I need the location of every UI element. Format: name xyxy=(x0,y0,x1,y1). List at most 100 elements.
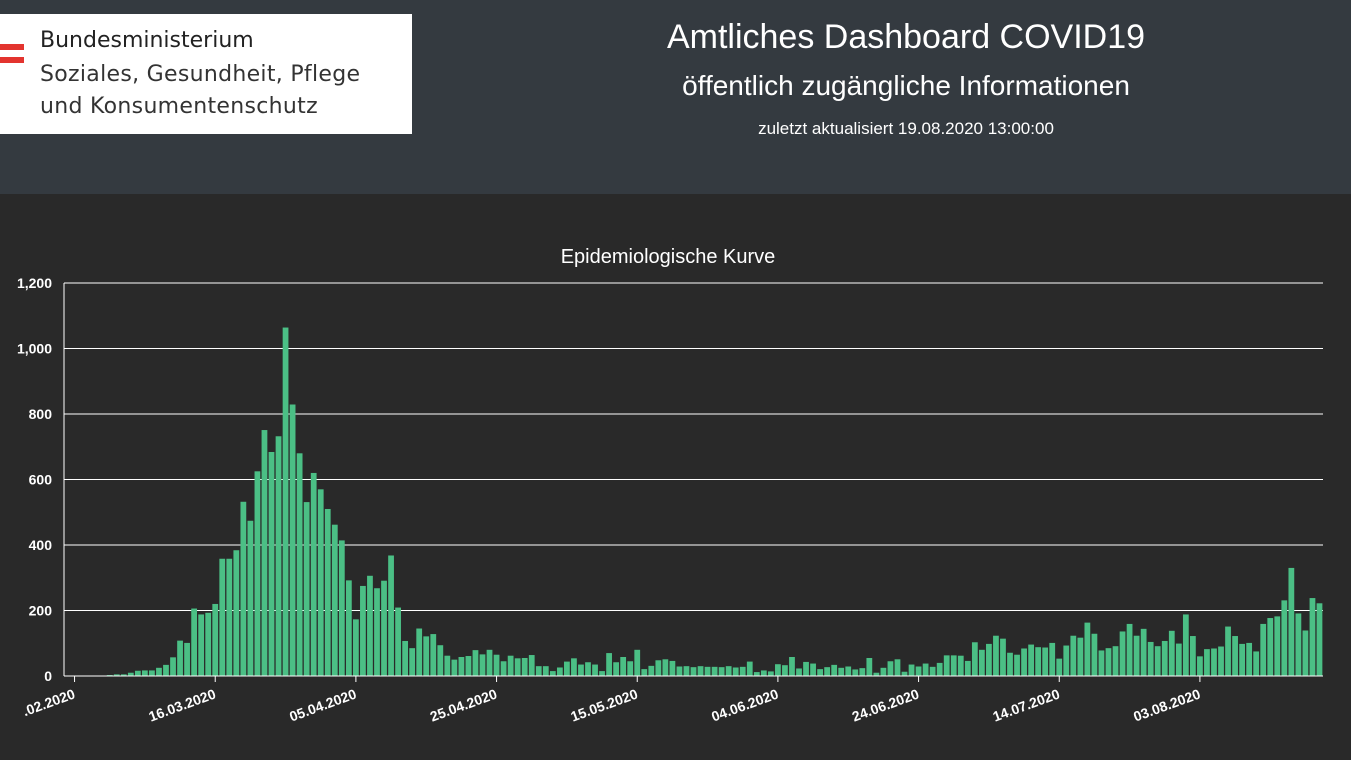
chart-bar[interactable] xyxy=(156,667,162,676)
chart-bar[interactable] xyxy=(894,659,901,676)
chart-bar[interactable] xyxy=(929,666,936,676)
chart-bar[interactable] xyxy=(423,636,430,676)
ministry-logo[interactable]: Bundesministerium Soziales, Gesundheit, … xyxy=(0,14,412,134)
chart-bar[interactable] xyxy=(345,580,352,676)
chart-bar[interactable] xyxy=(732,667,739,676)
chart-bar[interactable] xyxy=(725,666,732,676)
chart-bar[interactable] xyxy=(219,558,226,676)
chart-bar[interactable] xyxy=(1274,616,1281,676)
chart-bar[interactable] xyxy=(381,580,387,676)
chart-bar[interactable] xyxy=(1000,638,1006,676)
chart-bar[interactable] xyxy=(542,666,549,676)
chart-bar[interactable] xyxy=(1302,630,1309,676)
chart-bar[interactable] xyxy=(324,508,331,676)
chart-bar[interactable] xyxy=(592,664,598,676)
chart-bar[interactable] xyxy=(212,603,219,676)
chart-bar[interactable] xyxy=(908,664,915,676)
chart-bar[interactable] xyxy=(634,649,641,676)
chart-bar[interactable] xyxy=(1021,648,1027,676)
chart-bar[interactable] xyxy=(1077,637,1084,676)
chart-bar[interactable] xyxy=(866,657,873,676)
chart-bar[interactable] xyxy=(296,453,303,676)
chart-bar[interactable] xyxy=(430,634,437,676)
chart-bar[interactable] xyxy=(1225,626,1231,676)
chart-bar[interactable] xyxy=(1190,636,1196,676)
chart-bar[interactable] xyxy=(683,666,690,676)
chart-bar[interactable] xyxy=(1028,644,1034,676)
chart-bar[interactable] xyxy=(1105,648,1112,676)
chart-bar[interactable] xyxy=(669,660,676,676)
chart-bar[interactable] xyxy=(282,327,289,676)
chart-bar[interactable] xyxy=(261,430,268,676)
chart-bar[interactable] xyxy=(444,655,451,676)
chart-bar[interactable] xyxy=(1281,600,1288,676)
chart-bar[interactable] xyxy=(113,674,120,676)
chart-bar[interactable] xyxy=(957,655,964,676)
chart-bar[interactable] xyxy=(915,666,922,677)
chart-bar[interactable] xyxy=(360,585,366,676)
chart-bar[interactable] xyxy=(1295,613,1302,676)
chart-bar[interactable] xyxy=(971,642,978,676)
chart-bar[interactable] xyxy=(767,671,774,676)
chart-bar[interactable] xyxy=(1091,633,1098,676)
chart-bar[interactable] xyxy=(1260,623,1267,676)
chart-bar[interactable] xyxy=(760,670,767,676)
chart-bar[interactable] xyxy=(753,672,760,676)
chart-bar[interactable] xyxy=(317,489,324,676)
chart-bar[interactable] xyxy=(184,642,190,676)
chart-bar[interactable] xyxy=(472,650,479,676)
chart-bar[interactable] xyxy=(845,666,852,677)
chart-bar[interactable] xyxy=(718,667,725,676)
chart-bar[interactable] xyxy=(170,657,176,676)
chart-bar[interactable] xyxy=(859,668,866,676)
chart-bar[interactable] xyxy=(578,664,584,676)
chart-bar[interactable] xyxy=(1204,649,1210,676)
chart-bar[interactable] xyxy=(1070,635,1077,676)
chart-bar[interactable] xyxy=(268,451,275,676)
chart-bar[interactable] xyxy=(796,668,802,676)
chart-bar[interactable] xyxy=(1309,598,1316,676)
chart-bar[interactable] xyxy=(648,665,655,676)
chart-bar[interactable] xyxy=(388,555,394,676)
chart-bar[interactable] xyxy=(303,502,310,676)
chart-bar[interactable] xyxy=(191,608,198,676)
chart-bar[interactable] xyxy=(1119,631,1126,676)
chart-bar[interactable] xyxy=(458,657,465,676)
chart-bar[interactable] xyxy=(880,667,887,676)
chart-bar[interactable] xyxy=(775,664,781,676)
chart-bar[interactable] xyxy=(943,655,950,676)
chart-bar[interactable] xyxy=(704,666,711,676)
chart-bar[interactable] xyxy=(690,667,697,676)
chart-bar[interactable] xyxy=(1197,656,1203,676)
chart-bar[interactable] xyxy=(120,674,127,676)
chart-bar[interactable] xyxy=(1140,628,1147,676)
chart-bar[interactable] xyxy=(1035,647,1042,676)
chart-bar[interactable] xyxy=(416,628,423,676)
chart-bar[interactable] xyxy=(950,655,957,676)
chart-bar[interactable] xyxy=(514,658,521,676)
chart-bar[interactable] xyxy=(936,662,943,676)
chart-bar[interactable] xyxy=(803,661,809,676)
chart-bar[interactable] xyxy=(465,656,472,676)
chart-bar[interactable] xyxy=(1133,635,1140,676)
chart-bar[interactable] xyxy=(606,653,612,676)
chart-bar[interactable] xyxy=(585,662,591,676)
chart-bar[interactable] xyxy=(486,649,493,676)
chart-bar[interactable] xyxy=(824,667,831,676)
chart-bar[interactable] xyxy=(451,659,458,677)
chart-bar[interactable] xyxy=(1063,645,1070,676)
chart-bar[interactable] xyxy=(409,648,416,676)
chart-bar[interactable] xyxy=(1161,640,1168,676)
chart-bar[interactable] xyxy=(746,661,753,676)
chart-bar[interactable] xyxy=(247,520,254,676)
chart-bar[interactable] xyxy=(782,665,788,676)
chart-bar[interactable] xyxy=(1218,646,1224,676)
chart-bar[interactable] xyxy=(338,540,345,676)
chart-bar[interactable] xyxy=(233,550,240,676)
chart-bar[interactable] xyxy=(163,664,169,676)
chart-bar[interactable] xyxy=(887,661,894,676)
chart-bar[interactable] xyxy=(310,472,317,676)
chart-bar[interactable] xyxy=(549,671,556,676)
chart-bar[interactable] xyxy=(198,614,205,676)
chart-bar[interactable] xyxy=(627,661,634,676)
